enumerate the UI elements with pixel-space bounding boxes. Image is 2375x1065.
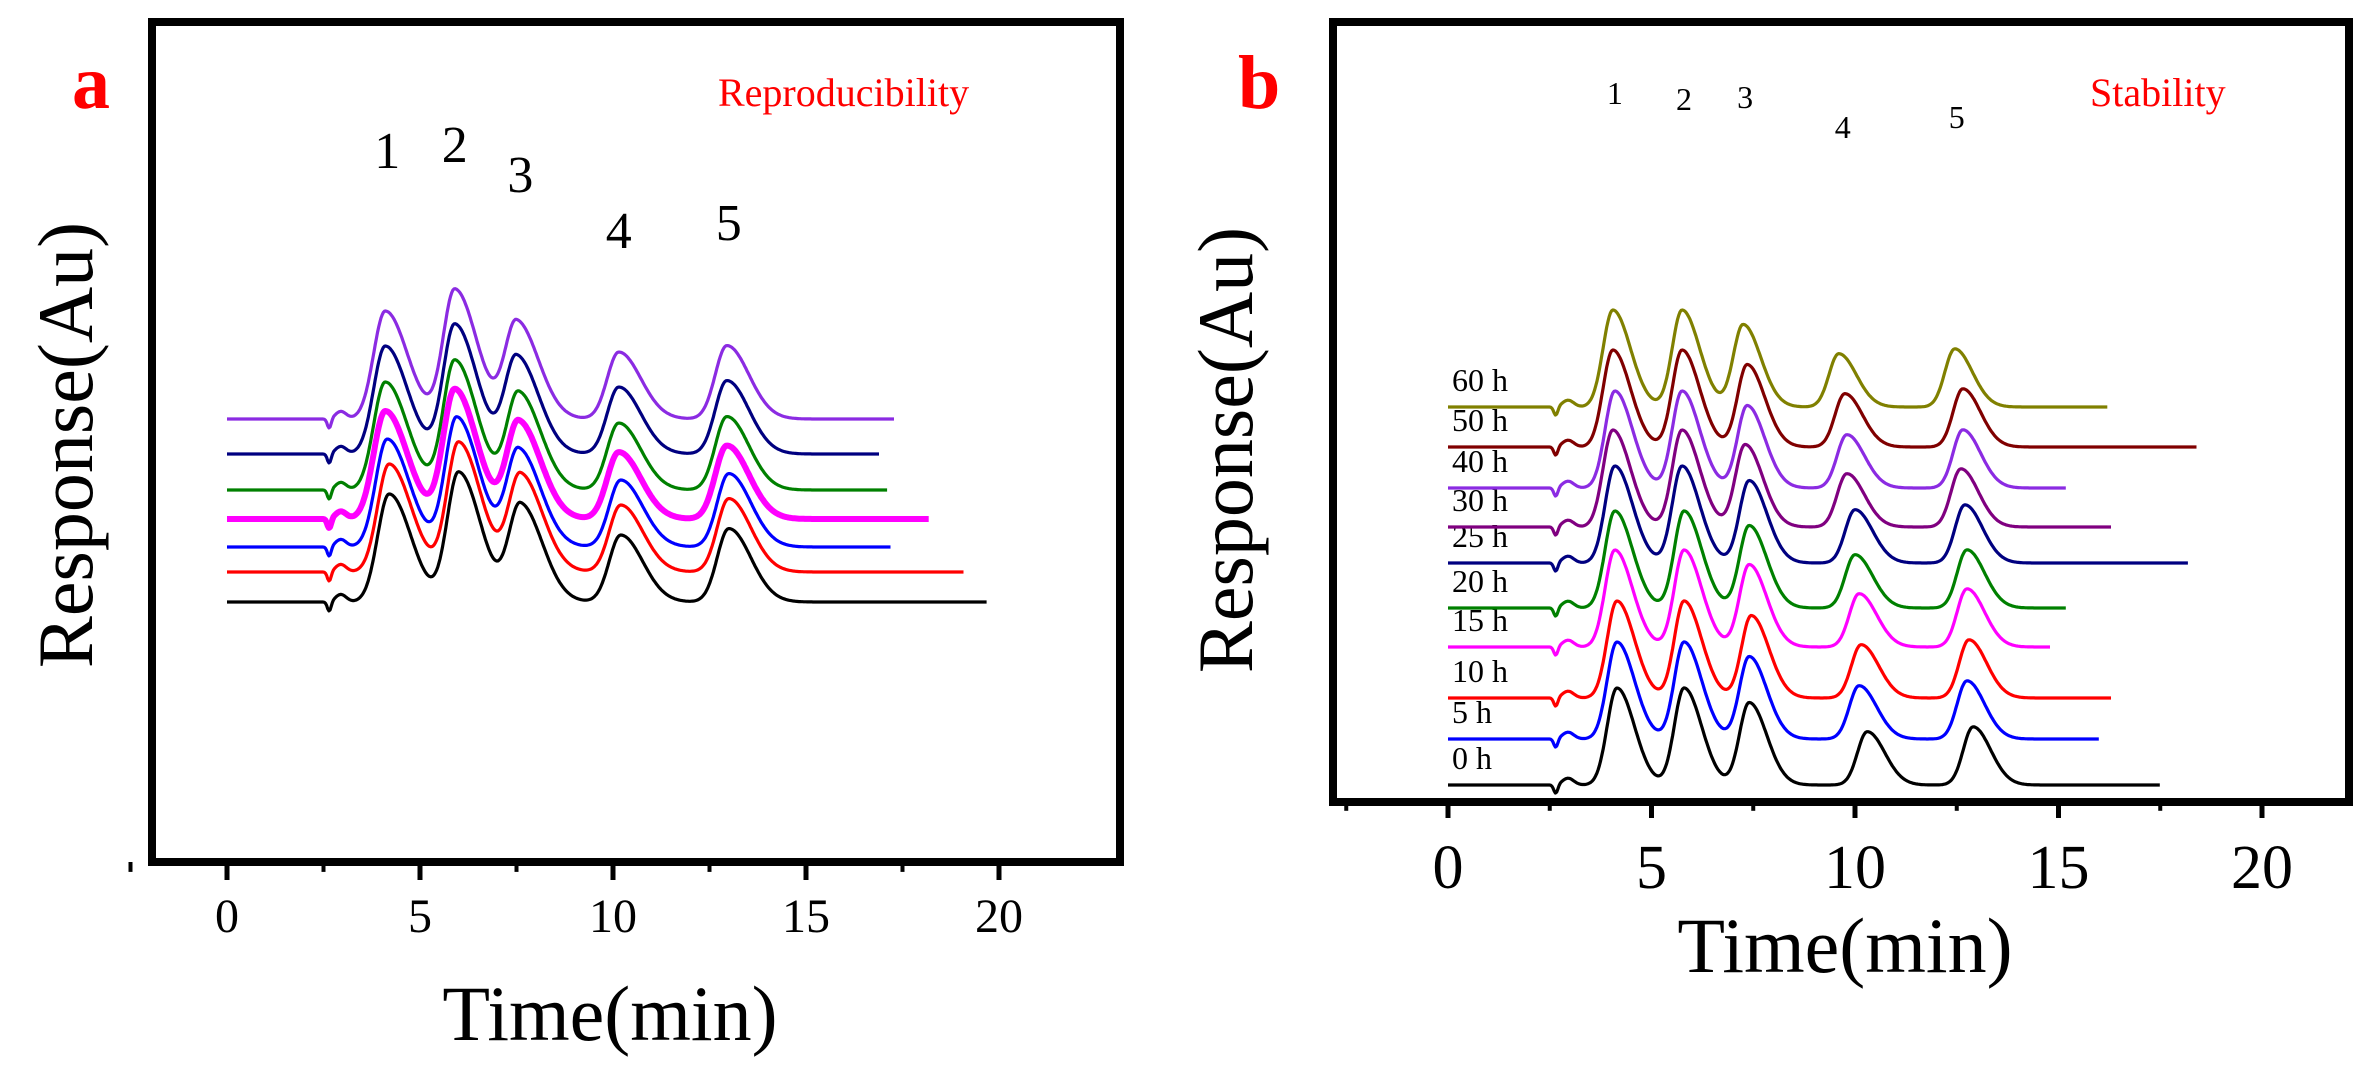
series-label: 5 h xyxy=(1452,694,1492,730)
x-tick-label: 15 xyxy=(782,890,830,943)
series-line-run-6 xyxy=(226,322,880,465)
series-label: 10 h xyxy=(1452,653,1508,689)
x-tick-label: 5 xyxy=(408,890,432,943)
x-tick-label: 10 xyxy=(589,890,637,943)
series-label: 25 h xyxy=(1452,518,1508,554)
series-line-run-7 xyxy=(226,287,895,430)
peak-label: 3 xyxy=(507,147,533,204)
chart-panel-a: a Reproducibility 0 5 10 15 20 1 23 4 5 Time(mi… xyxy=(22,18,1124,1057)
series-line-60-h xyxy=(1447,308,2108,417)
series-group-a xyxy=(225,287,988,613)
peak-label: 1 xyxy=(1607,75,1623,111)
series-line-10-h xyxy=(1447,599,2112,708)
x-tick-label: 0 xyxy=(215,890,239,943)
peak-label: 3 xyxy=(1737,79,1753,115)
series-line-20-h xyxy=(1447,509,2067,618)
series-line-15-h xyxy=(1447,548,2051,657)
x-tick-label: 10 xyxy=(1824,834,1886,902)
series-line-5-h xyxy=(1447,640,2100,749)
chart-title-b: Stability xyxy=(2090,70,2226,115)
series-line-run-5 xyxy=(226,358,888,501)
x-tick-label: 20 xyxy=(975,890,1023,943)
series-label: 40 h xyxy=(1452,443,1508,479)
plot-frame-b xyxy=(1329,18,2353,806)
x-tick-label: 0 xyxy=(1433,834,1464,902)
y-axis-label-a: Response(Au) xyxy=(22,222,109,668)
x-tick-label: 5 xyxy=(1636,834,1667,902)
x-axis-label-a: Time(min) xyxy=(442,970,777,1057)
series-line-run-2 xyxy=(226,440,964,583)
peak-label: 1 xyxy=(374,123,400,180)
peak-label: 5 xyxy=(1949,99,1965,135)
series-group-b: 0 h5 h10 h15 h20 h25 h30 h40 h50 h60 h xyxy=(1447,308,2197,795)
plot-frame-a xyxy=(148,18,1124,866)
series-line-25-h xyxy=(1447,464,2189,573)
x-tick-label: 15 xyxy=(2028,834,2090,902)
series-line-run-1 xyxy=(226,470,988,613)
x-tick-label: 20 xyxy=(2231,834,2293,902)
panel-letter-b: b xyxy=(1238,41,1280,125)
series-line-run-3 xyxy=(226,415,891,558)
series-line-30-h xyxy=(1447,428,2112,537)
y-axis-label-b: Response(Au) xyxy=(1182,227,1269,673)
series-line-50-h xyxy=(1447,348,2197,457)
peak-labels-b: 1 2 3 4 5 xyxy=(1607,75,1965,145)
peak-labels-a: 1 23 4 5 xyxy=(374,117,742,260)
series-label: 0 h xyxy=(1452,740,1492,776)
peak-label: 4 xyxy=(1835,109,1851,145)
peak-label: 5 xyxy=(716,195,742,252)
peak-label: 2 xyxy=(1676,81,1692,117)
series-line-0-h xyxy=(1447,686,2161,795)
peak-label: 2 xyxy=(442,117,468,174)
chart-title-a: Reproducibility xyxy=(718,70,969,115)
x-ticks-b: 0 5 10 15 20 xyxy=(1344,802,2293,902)
series-line-40-h xyxy=(1447,389,2067,498)
series-label: 60 h xyxy=(1452,362,1508,398)
series-line-run-4 xyxy=(225,385,931,531)
panel-letter-a: a xyxy=(72,41,110,125)
series-label: 20 h xyxy=(1452,563,1508,599)
peak-label: 4 xyxy=(606,203,632,260)
chart-panel-b: b Stability 0 5 10 15 20 0 h5 h10 h15 h20 h2… xyxy=(1182,18,2353,989)
x-ticks-a: 0 5 10 15 20 xyxy=(128,862,1023,943)
x-axis-label-b: Time(min) xyxy=(1677,902,2012,989)
